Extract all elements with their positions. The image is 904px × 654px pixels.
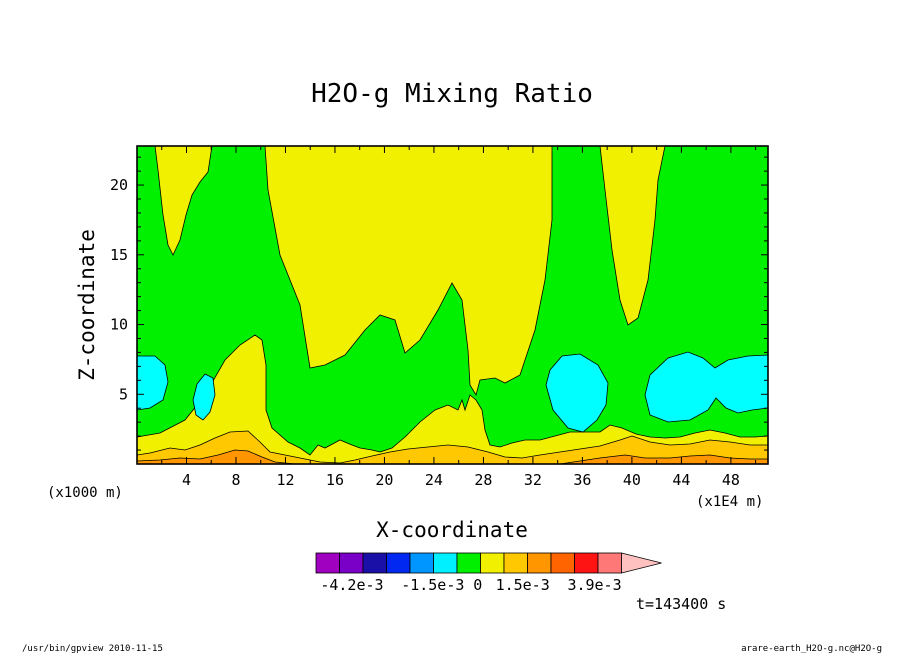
colorbar-swatch [574,552,599,574]
y-tick-label: 10 [110,316,128,334]
x-tick-label: 24 [425,471,443,489]
y-tick-label: 15 [110,246,128,264]
x-tick-label: 32 [524,471,542,489]
x-tick-label: 40 [623,471,641,489]
x-axis: 4 8 12 16 20 24 28 32 36 40 44 48 [161,146,757,489]
colorbar [315,552,662,574]
footer-left: /usr/bin/gpview 2010-11-15 [22,644,163,654]
y-axis: 5 10 15 20 [110,156,768,451]
colorbar-swatch [362,552,387,574]
colorbar-label: 0 [473,576,482,594]
chart-title: H2O-g Mixing Ratio [311,79,593,109]
x-axis-label: X-coordinate [376,518,528,542]
colorbar-swatch [480,552,505,574]
x-tick-label: 28 [474,471,492,489]
orange-region-bottom [137,430,768,464]
x-tick-label: 48 [722,471,740,489]
colorbar-swatch [386,552,411,574]
x-tick-label: 44 [672,471,690,489]
colorbar-label: 1.5e-3 [496,576,550,594]
orange-dark-region-bottom [137,449,768,464]
colorbar-swatch [409,552,434,574]
colorbar-swatch [597,552,622,574]
y-tick-label: 5 [119,385,128,403]
colorbar-label: -4.2e-3 [320,576,383,594]
time-label: t=143400 s [636,595,726,613]
cyan-region-small [192,373,216,421]
colorbar-swatch [433,552,458,574]
y-tick-label: 20 [110,176,128,194]
x-tick-label: 8 [231,471,240,489]
y-axis-label: Z-coordinate [75,229,99,381]
x-tick-label: 16 [326,471,344,489]
colorbar-extend-arrow [621,552,662,574]
yellow-region-upper-left [154,146,213,256]
yellow-region-center-upper [264,146,553,397]
colorbar-swatch [456,552,481,574]
cyan-region-center-right [545,353,609,433]
colorbar-swatch [503,552,528,574]
colorbar-label: 3.9e-3 [567,576,621,594]
colorbar-swatch [315,552,340,574]
x-scale-note: (x1E4 m) [696,494,763,510]
footer-right: arare-earth_H2O-g.nc@H2O-g [741,644,882,654]
cyan-region-left-edge [137,355,169,411]
y-scale-note: (x1000 m) [47,485,123,501]
plot-frame [136,145,769,465]
yellow-region-bottom [137,334,768,464]
x-tick-label: 12 [276,471,294,489]
x-tick-label: 36 [573,471,591,489]
cyan-region-right [644,351,768,423]
colorbar-label: -1.5e-3 [401,576,464,594]
x-tick-label: 4 [182,471,191,489]
colorbar-swatch [527,552,552,574]
yellow-region-upper-right [599,146,666,326]
x-tick-label: 20 [375,471,393,489]
colorbar-swatch [339,552,364,574]
colorbar-labels: -4.2e-3 -1.5e-3 0 1.5e-3 3.9e-3 [320,576,621,594]
colorbar-swatch [550,552,575,574]
contour-field [137,146,768,464]
